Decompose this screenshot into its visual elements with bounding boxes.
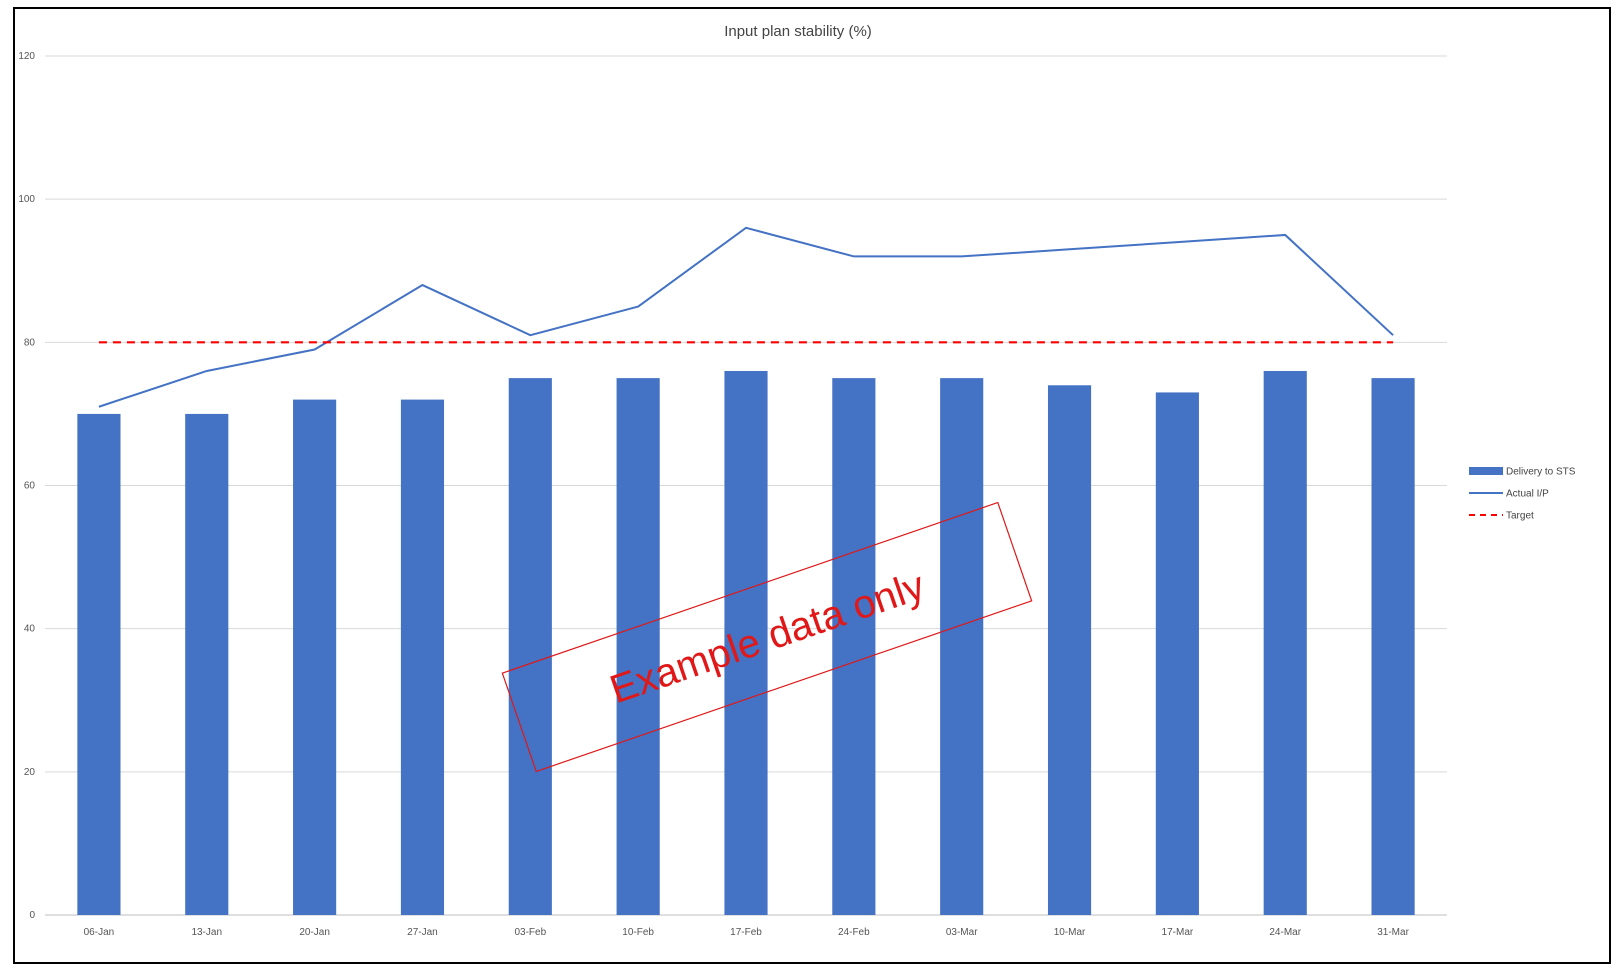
- x-tick-label: 20-Jan: [299, 927, 330, 938]
- x-tick-label: 03-Mar: [946, 927, 978, 938]
- bar-delivery-to-sts: [724, 370, 768, 915]
- y-tick-label: 0: [29, 910, 35, 921]
- bar-delivery-to-sts: [77, 413, 121, 915]
- chart-frame: 0 20 40 60 80 100 120 06-Jan 13-Jan 20-Jan 27-Jan 0…: [13, 7, 1611, 964]
- chart-title: Input plan stability (%): [724, 23, 872, 40]
- bar-delivery-to-sts: [1263, 370, 1307, 915]
- bar-delivery-to-sts: [1371, 378, 1415, 915]
- y-tick-label: 20: [24, 767, 36, 778]
- legend-label: Actual I/P: [1506, 489, 1549, 500]
- x-tick-label: 24-Mar: [1269, 927, 1301, 938]
- legend-label: Delivery to STS: [1506, 467, 1576, 478]
- x-tick-label: 17-Mar: [1162, 927, 1194, 938]
- bar-delivery-to-sts: [400, 399, 445, 916]
- y-tick-label: 60: [24, 481, 36, 492]
- legend-label: Target: [1506, 511, 1534, 522]
- x-tick-label: 24-Feb: [838, 927, 870, 938]
- x-tick-label: 03-Feb: [514, 927, 546, 938]
- watermark-box: [501, 501, 1033, 773]
- y-tick-label: 100: [18, 194, 35, 205]
- axis-layer: 0 20 40 60 80 100 120 06-Jan 13-Jan 20-Jan 27-Jan 0…: [18, 51, 1409, 938]
- bars-layer: [77, 370, 1415, 916]
- bar-delivery-to-sts: [832, 378, 876, 915]
- x-tick-label: 31-Mar: [1377, 927, 1409, 938]
- bar-delivery-to-sts: [616, 378, 660, 915]
- bar-delivery-to-sts: [508, 378, 552, 915]
- bar-delivery-to-sts: [185, 413, 229, 915]
- x-tick-label: 10-Feb: [622, 927, 654, 938]
- y-tick-label: 80: [24, 337, 36, 348]
- lines-layer: [98, 226, 1394, 408]
- legend: Delivery to STS Actual I/P Target: [1469, 467, 1576, 522]
- series-line-actual-ip: [98, 226, 1394, 408]
- x-tick-label: 27-Jan: [407, 927, 438, 938]
- x-tick-label: 10-Mar: [1054, 927, 1086, 938]
- bar-delivery-to-sts: [1047, 385, 1092, 915]
- x-tick-label: 13-Jan: [191, 927, 222, 938]
- legend-swatch-bar: [1469, 467, 1503, 475]
- x-tick-label: 17-Feb: [730, 927, 762, 938]
- bar-delivery-to-sts: [1155, 392, 1199, 916]
- x-tick-label: 06-Jan: [84, 927, 115, 938]
- y-tick-label: 120: [18, 51, 35, 62]
- chart-svg: 0 20 40 60 80 100 120 06-Jan 13-Jan 20-Jan 27-Jan 0…: [18, 23, 1576, 938]
- y-tick-label: 40: [24, 624, 36, 635]
- bar-delivery-to-sts: [293, 399, 337, 916]
- bar-delivery-to-sts: [940, 378, 984, 915]
